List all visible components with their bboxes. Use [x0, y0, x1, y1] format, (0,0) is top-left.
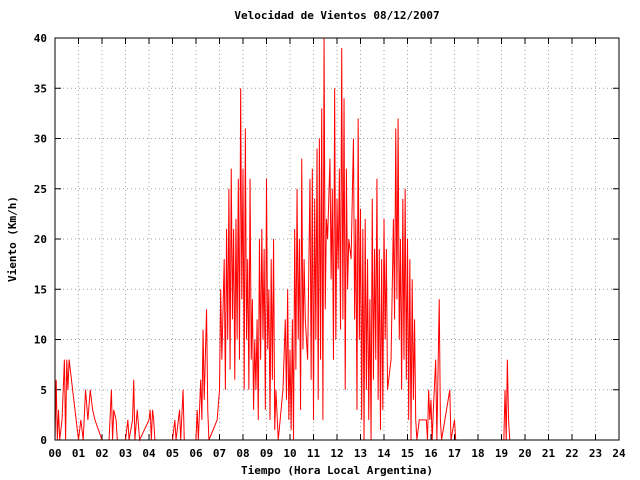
x-tick-label: 00	[48, 447, 61, 460]
x-tick-label: 02	[95, 447, 108, 460]
x-tick-label: 04	[142, 447, 156, 460]
x-tick-label: 24	[612, 447, 626, 460]
y-tick-label: 40	[34, 32, 47, 45]
x-tick-label: 16	[424, 447, 438, 460]
y-tick-label: 15	[34, 283, 47, 296]
x-tick-label: 17	[448, 447, 461, 460]
x-tick-label: 09	[260, 447, 273, 460]
x-tick-label: 03	[119, 447, 132, 460]
x-tick-label: 06	[189, 447, 203, 460]
chart-title: Velocidad de Vientos 08/12/2007	[234, 9, 439, 22]
x-tick-label: 22	[565, 447, 578, 460]
x-tick-label: 12	[330, 447, 343, 460]
data-line	[54, 37, 511, 442]
x-tick-label: 14	[377, 447, 391, 460]
y-tick-label: 35	[34, 82, 47, 95]
x-tick-label: 13	[354, 447, 367, 460]
y-tick-label: 20	[34, 233, 47, 246]
x-tick-label: 10	[283, 447, 296, 460]
y-tick-label: 0	[40, 434, 47, 447]
x-tick-label: 07	[213, 447, 226, 460]
y-tick-label: 10	[34, 334, 47, 347]
x-tick-label: 08	[236, 447, 249, 460]
y-axis-label: Viento (Km/h)	[6, 196, 19, 282]
plot-frame	[54, 37, 620, 441]
y-tick-label: 5	[40, 384, 47, 397]
y-tick-label: 25	[34, 183, 47, 196]
x-axis-label: Tiempo (Hora Local Argentina)	[241, 464, 433, 477]
x-tick-label: 20	[518, 447, 531, 460]
x-tick-label: 15	[401, 447, 414, 460]
x-tick-label: 18	[471, 447, 484, 460]
y-tick-label: 30	[34, 133, 47, 146]
x-tick-label: 05	[166, 447, 179, 460]
x-tick-label: 01	[72, 447, 86, 460]
x-tick-label: 11	[307, 447, 321, 460]
x-tick-label: 21	[542, 447, 556, 460]
x-tick-label: 19	[495, 447, 508, 460]
x-tick-label: 23	[589, 447, 602, 460]
